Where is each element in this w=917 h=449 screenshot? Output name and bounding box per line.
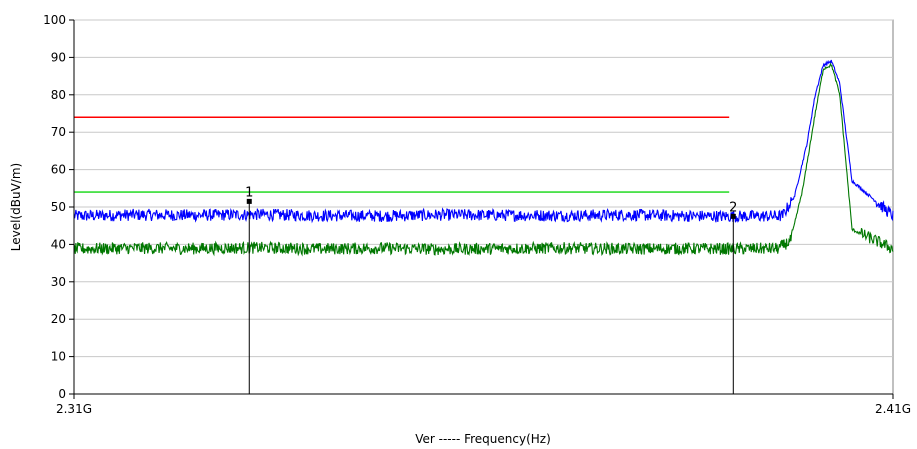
- marker-label-2: 2: [729, 200, 737, 215]
- x-ticks: 2.31G 2.41G: [56, 394, 911, 416]
- y-tick-label: 50: [51, 200, 66, 214]
- y-tick-label: 0: [58, 387, 66, 401]
- y-axis-title: Level(dBuV/m): [9, 163, 23, 251]
- y-tick-label: 60: [51, 163, 66, 177]
- y-tick-label: 40: [51, 237, 66, 251]
- x-tick-label: 2.41G: [875, 402, 911, 416]
- y-ticks: 0 10 20 30 40 50 60 70 80 90 100: [43, 13, 74, 401]
- y-tick-label: 10: [51, 350, 66, 364]
- y-tick-label: 80: [51, 88, 66, 102]
- y-tick-label: 70: [51, 125, 66, 139]
- y-tick-label: 30: [51, 275, 66, 289]
- y-tick-label: 100: [43, 13, 66, 27]
- y-tick-label: 20: [51, 312, 66, 326]
- marker-label-1: 1: [245, 185, 253, 200]
- y-tick-label: 90: [51, 50, 66, 64]
- x-tick-label: 2.31G: [56, 402, 92, 416]
- x-axis-title: Ver ----- Frequency(Hz): [415, 432, 551, 446]
